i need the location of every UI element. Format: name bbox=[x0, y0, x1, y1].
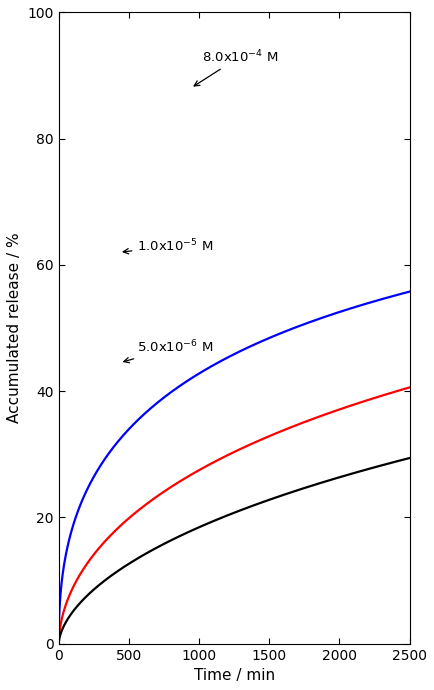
Y-axis label: Accumulated release / %: Accumulated release / % bbox=[7, 233, 22, 424]
Text: 5.0x10$^{-6}$ M: 5.0x10$^{-6}$ M bbox=[124, 339, 214, 363]
X-axis label: Time / min: Time / min bbox=[194, 668, 275, 683]
Text: 1.0x10$^{-5}$ M: 1.0x10$^{-5}$ M bbox=[123, 237, 214, 255]
Text: 8.0x10$^{-4}$ M: 8.0x10$^{-4}$ M bbox=[194, 48, 278, 86]
